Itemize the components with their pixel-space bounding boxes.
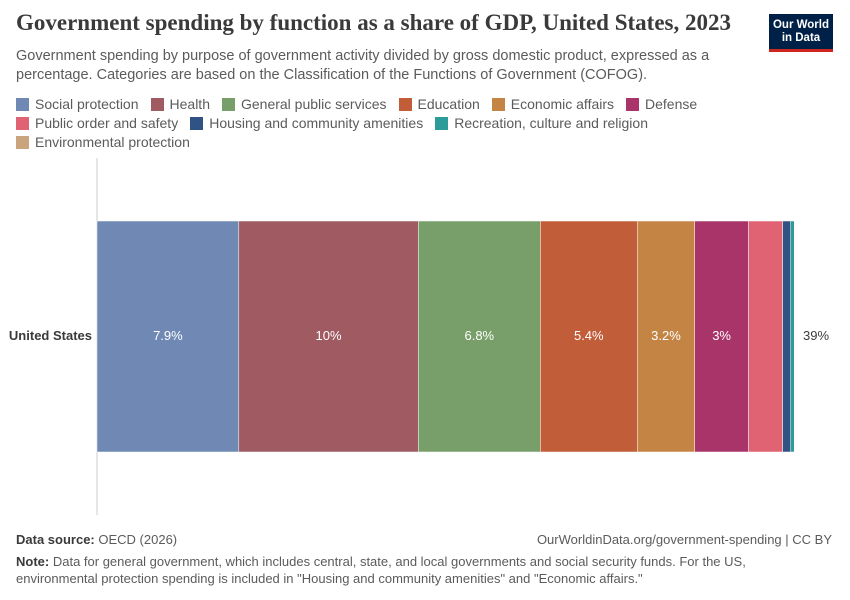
legend-label: Economic affairs bbox=[510, 96, 615, 112]
legend-item[interactable]: Public order and safety bbox=[16, 115, 178, 131]
value-label: 5.4% bbox=[574, 328, 604, 343]
logo[interactable]: Our World in Data bbox=[769, 14, 833, 52]
legend-item[interactable]: Social protection bbox=[16, 96, 139, 112]
legend-label: Recreation, culture and religion bbox=[454, 115, 648, 131]
legend-swatch bbox=[221, 97, 235, 111]
source-text: OECD (2026) bbox=[98, 532, 178, 547]
value-label: 3.2% bbox=[651, 328, 681, 343]
legend-item[interactable]: Health bbox=[150, 96, 210, 112]
legend: Social protection Health General public se… bbox=[16, 96, 816, 150]
legend-item[interactable]: General public services bbox=[221, 96, 387, 112]
legend-swatch bbox=[16, 97, 29, 111]
url[interactable]: OurWorldinData.org/government-spending |… bbox=[536, 532, 832, 547]
legend-item[interactable]: Recreation, culture and religion bbox=[435, 115, 648, 131]
value-label: 10% bbox=[316, 328, 342, 343]
legend-label: Health bbox=[169, 96, 210, 112]
legend-swatch bbox=[16, 116, 29, 130]
legend-swatch bbox=[435, 116, 449, 130]
bar-segment bbox=[748, 220, 783, 453]
value-label: 7.9% bbox=[153, 328, 183, 343]
legend-swatch bbox=[398, 97, 412, 111]
bar-segment bbox=[782, 220, 791, 453]
legend-label: Housing and community amenities bbox=[209, 115, 424, 131]
legend-label: Defense bbox=[645, 96, 698, 112]
value-label: 3% bbox=[712, 328, 731, 343]
legend-swatch bbox=[190, 116, 204, 130]
bar-segment bbox=[790, 220, 795, 453]
legend-item[interactable]: Economic affairs bbox=[491, 96, 615, 112]
bar-segment bbox=[418, 220, 541, 453]
bar-segment bbox=[694, 220, 749, 453]
note-label: Note: bbox=[16, 554, 50, 569]
legend-swatch bbox=[16, 135, 29, 149]
chart-title: Government spending by function as a sha… bbox=[16, 10, 731, 35]
legend-label: Education bbox=[417, 96, 480, 112]
legend-label: Environmental protection bbox=[35, 134, 190, 150]
legend-swatch bbox=[626, 97, 640, 111]
legend-item[interactable]: Housing and community amenities bbox=[190, 115, 423, 131]
value-label: 6.8% bbox=[464, 328, 494, 343]
bar-segment bbox=[540, 220, 638, 453]
logo-text: in Data bbox=[781, 32, 821, 44]
legend-label: Public order and safety bbox=[35, 115, 179, 131]
logo-text: Our World bbox=[772, 19, 829, 31]
legend-label: Social protection bbox=[35, 96, 139, 112]
legend-swatch bbox=[150, 97, 164, 111]
legend-item[interactable]: Defense bbox=[626, 96, 697, 112]
legend-item[interactable]: Education bbox=[398, 96, 480, 112]
y-tick-label: United States bbox=[9, 328, 92, 343]
subtitle: Government spending by purpose of govern… bbox=[16, 48, 710, 83]
source-label: Data source: bbox=[16, 532, 95, 547]
note: Note: Data for general government, which… bbox=[16, 553, 831, 587]
legend-label: General public services bbox=[240, 96, 387, 112]
bar-segment bbox=[96, 220, 240, 453]
note-text: Data for general government, which inclu… bbox=[16, 554, 746, 586]
legend-swatch bbox=[491, 97, 505, 111]
total-label: 39% bbox=[803, 328, 829, 343]
bar-segment bbox=[238, 220, 419, 453]
source: Data source: OECD (2026) bbox=[16, 532, 177, 547]
legend-item[interactable]: Environmental protection bbox=[16, 134, 190, 150]
